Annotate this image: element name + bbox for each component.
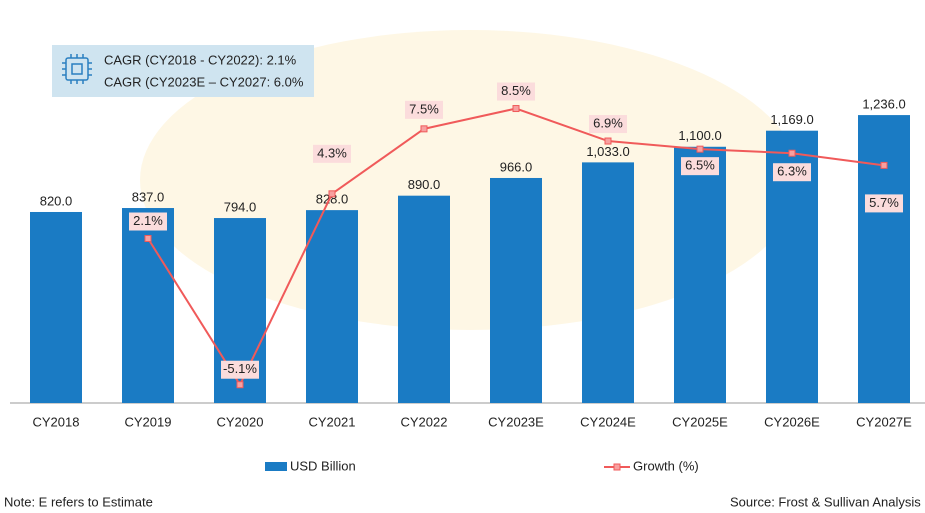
legend-swatch: [265, 462, 287, 471]
data-label: 8.5%: [501, 83, 531, 98]
data-label-bg: [681, 157, 719, 176]
x-tick-label: CY2022: [401, 414, 448, 429]
data-label: 1,100.0: [678, 128, 721, 143]
line-marker: [788, 149, 796, 157]
data-label: 5.7%: [869, 195, 899, 210]
bar: [30, 211, 82, 403]
x-tick-label: CY2026E: [764, 414, 820, 429]
data-label-bg: [405, 100, 443, 119]
data-label: 828.0: [316, 192, 349, 207]
data-label-bg: [313, 144, 351, 163]
data-label: 1,236.0: [862, 97, 905, 112]
bar: [490, 177, 542, 403]
data-label-bg: [497, 82, 535, 101]
background-map: [140, 30, 800, 330]
line-marker: [144, 235, 152, 243]
data-label: 6.3%: [777, 164, 807, 179]
line-marker: [236, 381, 244, 389]
data-label: 4.3%: [317, 145, 347, 160]
data-label: 966.0: [500, 159, 533, 174]
chip-icon: [62, 54, 92, 84]
line-marker: [420, 125, 428, 133]
x-tick-label: CY2018: [33, 414, 80, 429]
data-label-bg: [773, 163, 811, 182]
data-label-bg: [129, 212, 167, 231]
line-marker: [512, 105, 520, 113]
legend-swatch: [613, 463, 621, 471]
data-label: 6.9%: [593, 115, 623, 130]
data-label-bg: [589, 115, 627, 134]
bar: [674, 146, 726, 403]
x-tick-label: CY2021: [309, 414, 356, 429]
x-tick-label: CY2024E: [580, 414, 636, 429]
x-tick-label: CY2020: [217, 414, 264, 429]
data-label: 6.5%: [685, 158, 715, 173]
line-marker: [696, 145, 704, 153]
bar: [582, 162, 634, 403]
x-tick-label: CY2023E: [488, 414, 544, 429]
x-tick-label: CY2019: [125, 414, 172, 429]
note: Note: E refers to Estimate: [4, 494, 153, 509]
x-tick-label: CY2027E: [856, 414, 912, 429]
data-label: 1,033.0: [586, 144, 629, 159]
annotation: CAGR (CY2018 - CY2022): 2.1%: [104, 52, 297, 67]
data-label: 1,169.0: [770, 112, 813, 127]
data-label: -5.1%: [223, 361, 257, 376]
source: Source: Frost & Sullivan Analysis: [730, 494, 921, 509]
bar: [398, 195, 450, 403]
data-label-bg: [221, 360, 259, 379]
data-label: 2.1%: [133, 213, 163, 228]
data-label: 7.5%: [409, 101, 439, 116]
data-label: 837.0: [132, 189, 165, 204]
cagr-box: [52, 45, 314, 97]
annotation: CAGR (CY2023E – CY2027: 6.0%: [104, 74, 304, 89]
data-label-bg: [865, 194, 903, 213]
legend-label: Growth (%): [633, 458, 699, 473]
line-marker: [604, 137, 612, 145]
bar: [858, 115, 910, 403]
line-marker: [880, 161, 888, 169]
data-label: 820.0: [40, 193, 73, 208]
line-marker: [328, 190, 336, 198]
data-label: 794.0: [224, 199, 257, 214]
data-label: 890.0: [408, 177, 441, 192]
x-tick-label: CY2025E: [672, 414, 728, 429]
bar: [306, 210, 358, 403]
legend-label: USD Billion: [290, 458, 356, 473]
